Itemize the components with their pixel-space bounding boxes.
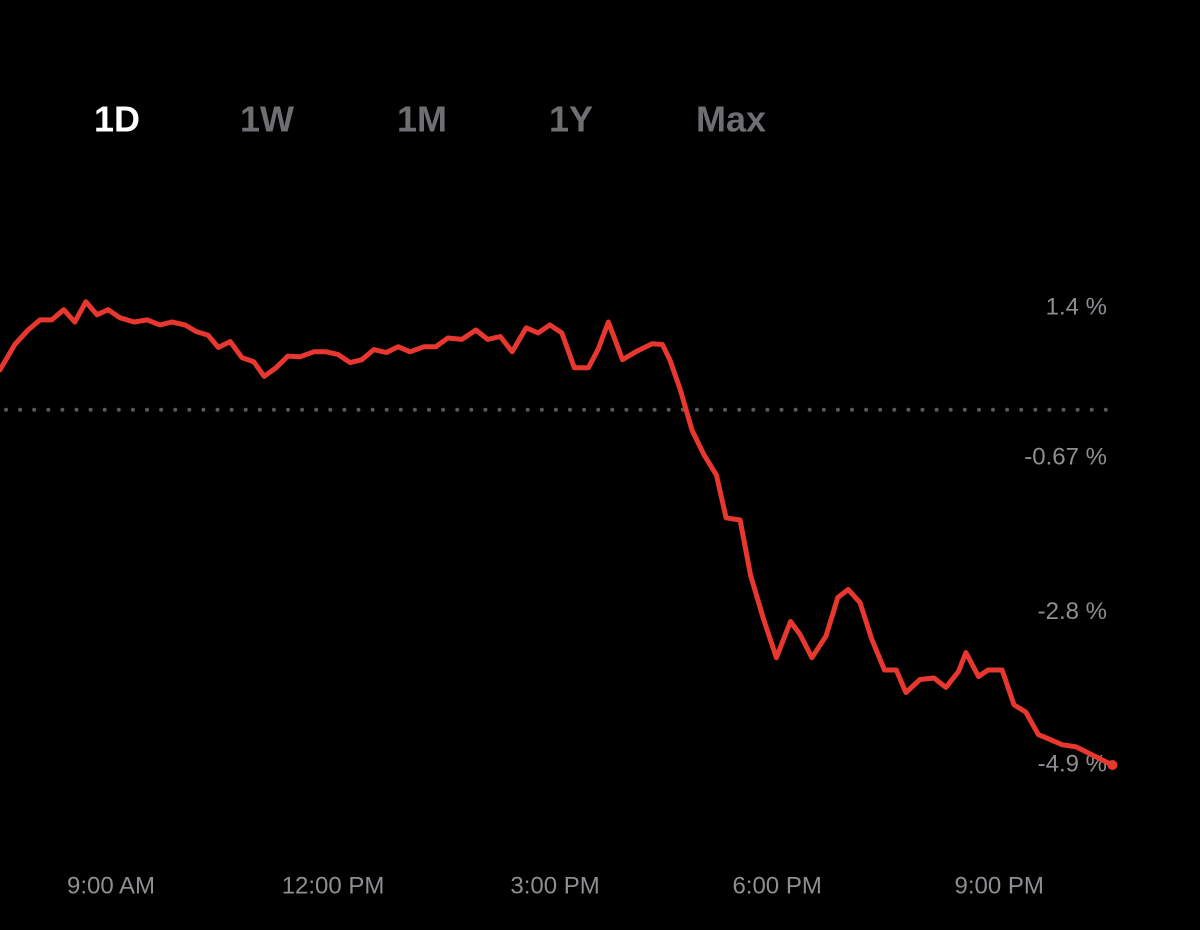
current-dot xyxy=(1107,760,1118,770)
y-tick-label: -0.67 % xyxy=(1024,444,1107,471)
range-tab[interactable]: 1Y xyxy=(549,99,593,140)
y-tick-label: 1.4 % xyxy=(1046,294,1107,321)
range-tab[interactable]: 1D xyxy=(94,99,140,140)
y-tick-label: -2.8 % xyxy=(1038,598,1107,625)
x-tick-label: 9:00 AM xyxy=(67,872,155,899)
range-tab[interactable]: Max xyxy=(696,99,766,140)
price-line xyxy=(0,299,1115,768)
x-tick-label: 9:00 PM xyxy=(954,872,1043,899)
range-tab[interactable]: 1W xyxy=(240,99,294,140)
x-tick-label: 12:00 PM xyxy=(282,872,385,899)
x-tick-label: 3:00 PM xyxy=(510,872,599,899)
range-tab[interactable]: 1M xyxy=(397,99,447,140)
x-tick-label: 6:00 PM xyxy=(732,872,821,899)
